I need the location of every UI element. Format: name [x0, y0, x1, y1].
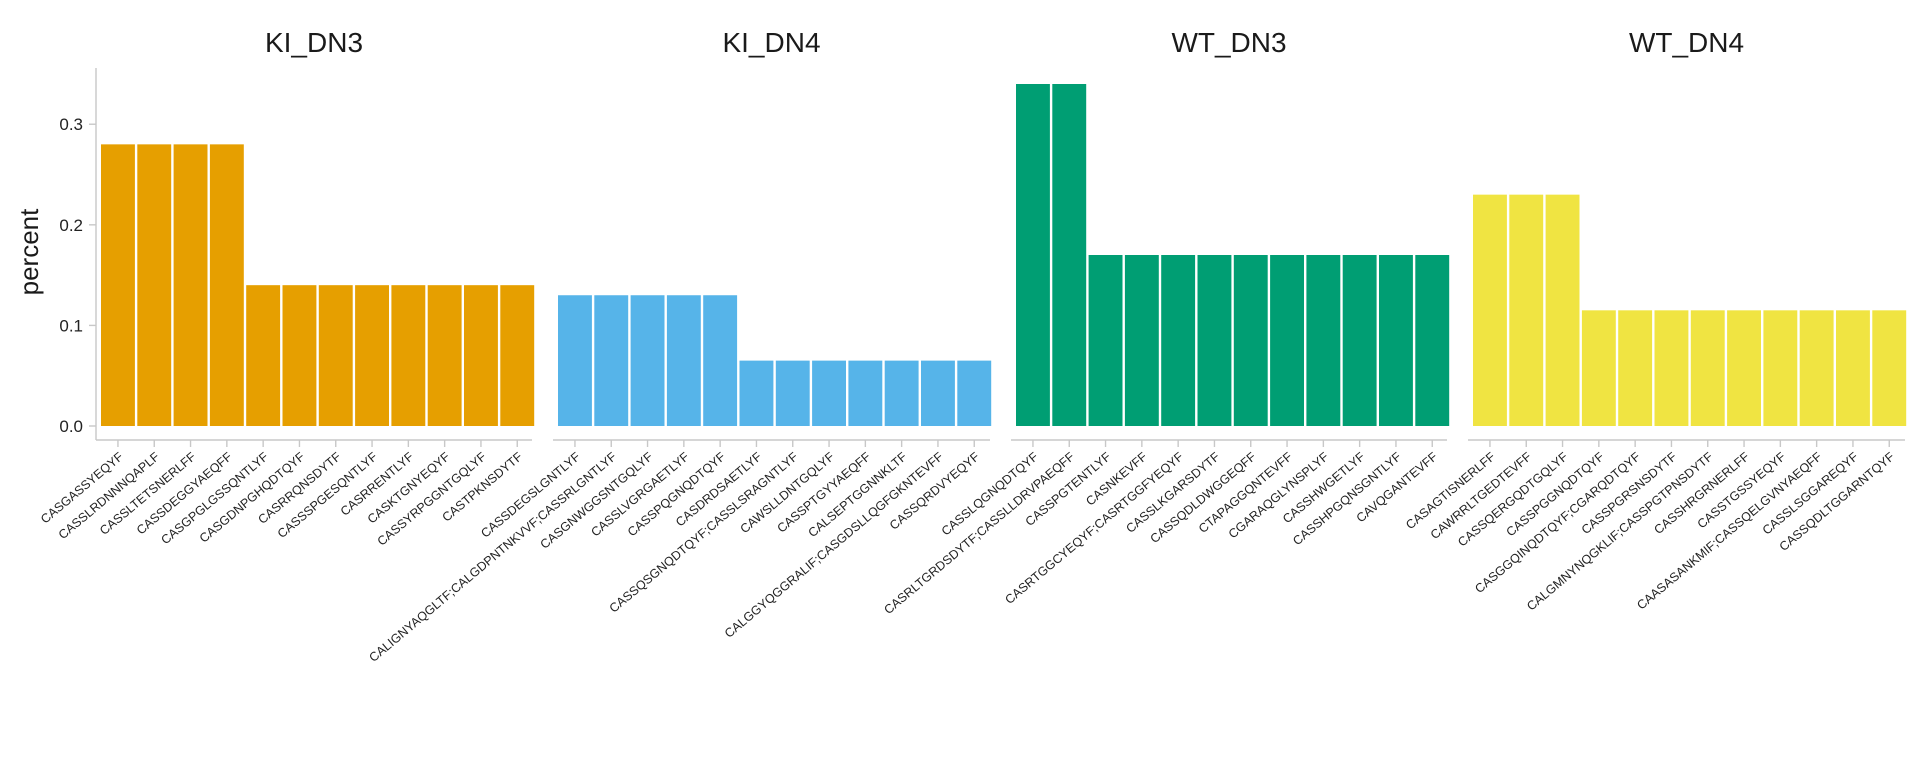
bar	[558, 295, 592, 426]
bar	[630, 295, 665, 426]
y-tick-label: 0.1	[59, 316, 83, 335]
bar	[775, 360, 810, 426]
panel-title: KI_DN4	[722, 27, 820, 58]
panel-ki-dn3: KI_DN3CASGASSYEQYFCASSLRDNNNQAPLFCASSLTE…	[38, 27, 535, 549]
bar	[318, 285, 353, 426]
y-tick-label: 0.2	[59, 216, 83, 235]
bar	[1545, 194, 1580, 426]
bar	[1727, 310, 1761, 426]
bar	[1654, 310, 1689, 426]
bar	[594, 295, 629, 426]
y-axis-label: percent	[14, 208, 44, 295]
bar	[500, 285, 535, 426]
panels: KI_DN3CASGASSYEQYFCASSLRDNNNQAPLFCASSLTE…	[38, 27, 1907, 665]
bar	[1270, 255, 1304, 426]
bar	[1016, 84, 1050, 426]
bar	[1379, 255, 1413, 426]
bar	[1618, 310, 1653, 426]
bar	[137, 144, 172, 426]
bar	[1872, 310, 1907, 426]
bar	[848, 360, 883, 426]
bar	[282, 285, 317, 426]
bar	[173, 144, 208, 426]
bar	[812, 360, 846, 426]
bar	[1306, 255, 1341, 426]
bar	[1124, 255, 1159, 426]
bar	[464, 285, 498, 426]
bar	[884, 360, 919, 426]
bar	[1088, 255, 1123, 426]
bar	[1799, 310, 1834, 426]
bar	[921, 360, 955, 426]
bar	[427, 285, 462, 426]
panel-title: WT_DN3	[1171, 27, 1286, 58]
y-tick-label: 0.3	[59, 115, 83, 134]
panel-title: WT_DN4	[1629, 27, 1744, 58]
bar	[1473, 194, 1507, 426]
bar	[1342, 255, 1377, 426]
bar	[1233, 255, 1268, 426]
y-tick-label: 0.0	[59, 417, 83, 436]
bar	[1197, 255, 1232, 426]
bar	[1509, 194, 1544, 426]
bar	[246, 285, 281, 426]
panel-wt-dn3: WT_DN3CASSLQGNQDTQYFCASRLTGRDSDYTF;CASSL…	[881, 27, 1450, 617]
bar	[957, 360, 992, 426]
bar	[703, 295, 738, 426]
panel-title: KI_DN3	[265, 27, 363, 58]
y-axis: 0.0 0.1 0.2 0.3	[59, 68, 97, 440]
bar	[1763, 310, 1798, 426]
bar	[1161, 255, 1196, 426]
bar	[1052, 84, 1087, 426]
bar	[1690, 310, 1725, 426]
bar	[666, 295, 701, 426]
panel-wt-dn4: WT_DN4CASAGTISNERLFFCAWRRLTGEDTEVFFCASSQ…	[1403, 27, 1907, 613]
bar	[209, 144, 244, 426]
bar	[101, 144, 135, 426]
bar	[1581, 310, 1616, 426]
bar	[355, 285, 389, 426]
bar	[739, 360, 774, 426]
bar	[391, 285, 426, 426]
bar	[1415, 255, 1450, 426]
bar	[1836, 310, 1870, 426]
